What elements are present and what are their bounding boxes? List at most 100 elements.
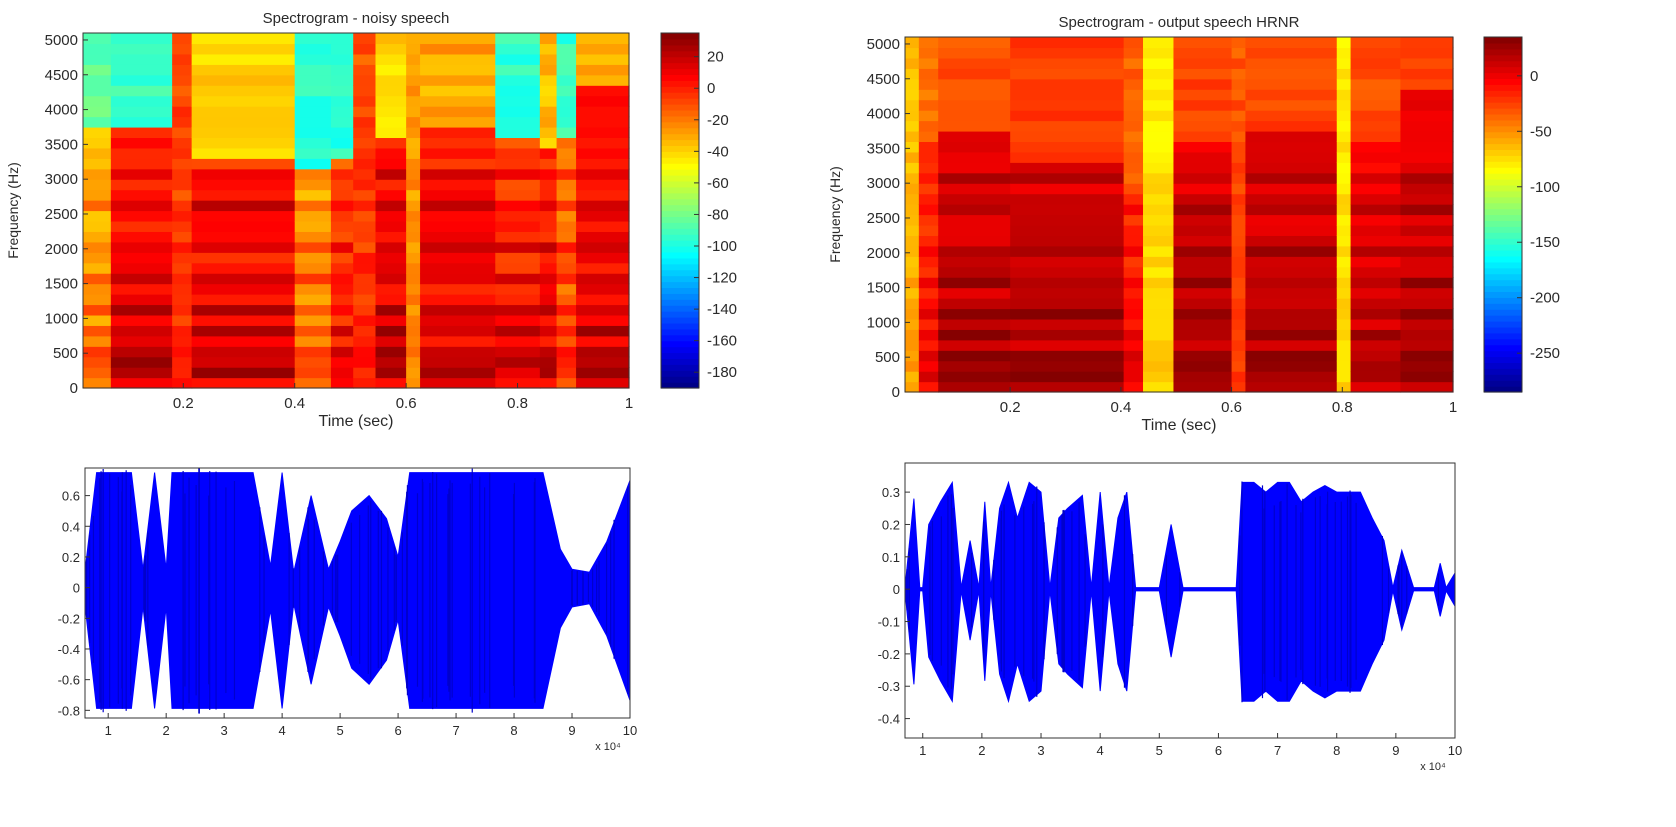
spectrogram-cell <box>495 241 541 253</box>
spectrogram-cell <box>110 252 173 264</box>
colorbar-step <box>661 210 699 218</box>
spectrogram-cell <box>576 252 630 264</box>
colorbar-step <box>661 328 699 336</box>
colorbar-step <box>661 234 699 241</box>
spectrogram-cell <box>495 43 541 55</box>
spectrogram-cell <box>375 74 407 86</box>
spectrogram-cell <box>110 179 173 191</box>
spectrogram-cell <box>1336 151 1352 163</box>
spectrogram-cell <box>1350 57 1402 69</box>
spectrogram-cell <box>83 377 112 389</box>
spectrogram-cell <box>556 85 577 97</box>
spectrogram-cell <box>1123 37 1144 49</box>
x-tick-label: 5 <box>1156 743 1163 758</box>
spectrogram-cell <box>539 189 558 201</box>
spectrogram-cell <box>1123 151 1144 163</box>
spectrogram-cell <box>1231 329 1247 341</box>
spectrogram-cell <box>375 241 407 253</box>
spectrogram-cell <box>83 220 112 232</box>
spectrogram-cell <box>1173 37 1233 49</box>
spectrogram-cell <box>1245 37 1338 49</box>
colorbar-step <box>1484 273 1522 281</box>
spectrogram-cell <box>1231 214 1247 226</box>
spectrogram-cell <box>1123 120 1144 132</box>
spectrogram-cell <box>905 308 920 320</box>
spectrogram-cell <box>1245 193 1338 205</box>
spectrogram-cell <box>1245 235 1338 247</box>
spectrogram-cell <box>1010 162 1125 174</box>
spectrogram-cell <box>191 325 296 337</box>
spectrogram-cell <box>1173 68 1233 80</box>
spectrogram-cell <box>918 339 939 351</box>
spectrogram-cell <box>110 283 173 295</box>
y-tick-label: 4500 <box>45 67 78 84</box>
spectrogram-cell <box>905 224 920 236</box>
spectrogram-cell <box>83 346 112 358</box>
spectrogram-cell <box>938 99 1011 111</box>
spectrogram-cell <box>1231 172 1247 184</box>
spectrogram-cell <box>294 346 332 358</box>
spectrogram-cell <box>1231 339 1247 351</box>
spectrogram-cell <box>1231 266 1247 278</box>
spectrogram-cell <box>110 304 173 316</box>
spectrogram-cell <box>1231 287 1247 299</box>
colorbar-step <box>1484 255 1522 263</box>
spectrogram-cell <box>330 220 354 232</box>
colorbar-tick-label: -120 <box>707 270 737 287</box>
colorbar-step <box>1484 285 1522 293</box>
spectrogram-cell <box>576 314 630 326</box>
spectrogram-cell <box>1010 193 1125 205</box>
spectrogram-cell <box>1173 224 1233 236</box>
x-tick-label: 0.8 <box>1332 399 1353 416</box>
spectrogram-cell <box>191 210 296 222</box>
spectrogram-cell <box>420 43 496 55</box>
spectrogram-cell <box>938 256 1011 268</box>
colorbar-step <box>661 216 699 223</box>
spectrogram-cell <box>330 158 354 170</box>
spectrogram-cell <box>83 85 112 97</box>
spectrogram-cell <box>1245 277 1338 289</box>
spectrogram-cell <box>406 64 421 76</box>
spectrogram-cell <box>375 53 407 65</box>
spectrogram-cell <box>406 106 421 118</box>
spectrogram-cell <box>1123 110 1144 122</box>
colorbar-step <box>1484 321 1522 328</box>
x-tick-label: 0.4 <box>284 395 305 412</box>
spectrogram-cell <box>1173 78 1233 90</box>
spectrogram-cell <box>905 78 920 90</box>
spectrogram-cell <box>576 179 630 191</box>
spectrogram-cell <box>495 304 541 316</box>
spectrogram-cell <box>1336 37 1352 49</box>
spectrogram-cell <box>406 33 421 45</box>
x-tick-label: 7 <box>452 723 459 738</box>
colorbar-step <box>661 157 699 164</box>
spectrogram-cell <box>1245 162 1338 174</box>
spectrogram-cell <box>330 304 354 316</box>
spectrogram-cell <box>576 241 630 253</box>
colorbar-step <box>661 263 699 271</box>
spectrogram-cell <box>918 266 939 278</box>
spectrogram-cell <box>539 220 558 232</box>
spectrogram-cell <box>1010 68 1125 80</box>
spectrogram-cell <box>905 99 920 111</box>
colorbar-step <box>661 80 699 87</box>
spectrogram-cell <box>918 235 939 247</box>
spectrogram-cell <box>191 294 296 306</box>
spectrogram-cell <box>918 162 939 174</box>
spectrogram-cell <box>495 64 541 76</box>
spectrogram-cell <box>83 325 112 337</box>
spectrogram-cell <box>375 158 407 170</box>
colorbar-step <box>661 275 699 283</box>
spectrogram-cell <box>420 273 496 285</box>
spectrogram-cell <box>375 126 407 139</box>
spectrogram-cell <box>1336 277 1352 289</box>
spectrogram-cell <box>294 95 332 107</box>
spectrogram-cell <box>172 273 193 285</box>
colorbar-step <box>1484 37 1522 44</box>
spectrogram-cell <box>918 130 939 143</box>
spectrogram-cell <box>375 95 407 107</box>
spectrogram-cell <box>1350 298 1402 310</box>
spectrogram-cell <box>1350 214 1402 226</box>
spectrogram-cell <box>1231 224 1247 236</box>
spectrogram-cell <box>1336 235 1352 247</box>
